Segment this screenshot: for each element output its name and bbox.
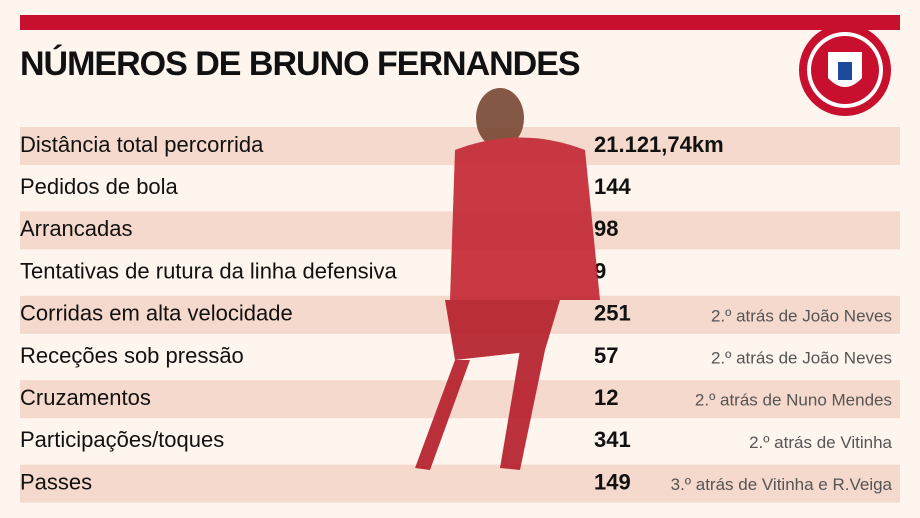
row-label: Corridas em alta velocidade [20,301,293,326]
logo [799,24,891,116]
row-value: 341 [594,427,631,452]
row-label: Cruzamentos [20,385,151,410]
player-shirt [450,137,600,300]
row-label: Pedidos de bola [20,174,179,199]
row-value: 21.121,74km [594,132,724,157]
row-note: 3.º atrás de Vitinha e R.Veiga [671,475,893,494]
player-figure [415,88,600,470]
row-value: 149 [594,469,631,494]
row-band [20,464,900,503]
row-label: Distância total percorrida [20,132,264,157]
row-note: 2.º atrás de João Neves [711,306,892,325]
row-value: 98 [594,216,618,241]
row-value: 251 [594,301,631,326]
row-note: 2.º atrás de Vitinha [749,433,892,452]
logo-quinas [838,62,852,80]
row-value: 144 [594,174,631,199]
player-shorts [445,300,560,360]
row-note: 2.º atrás de João Neves [711,348,892,367]
row-value: 12 [594,385,618,410]
player-leg [415,360,470,470]
title: NÚMEROS DE BRUNO FERNANDES [20,45,580,83]
player-head [476,88,524,148]
top-bar [20,15,900,30]
player-leg [500,350,545,470]
row-value: 57 [594,343,618,368]
row-label: Receções sob pressão [20,343,244,368]
row-label: Passes [20,469,92,494]
row-label: Arrancadas [20,216,133,241]
row-label: Tentativas de rutura da linha defensiva [20,258,397,283]
row-note: 2.º atrás de Nuno Mendes [695,391,892,410]
row-label: Participações/toques [20,427,224,452]
